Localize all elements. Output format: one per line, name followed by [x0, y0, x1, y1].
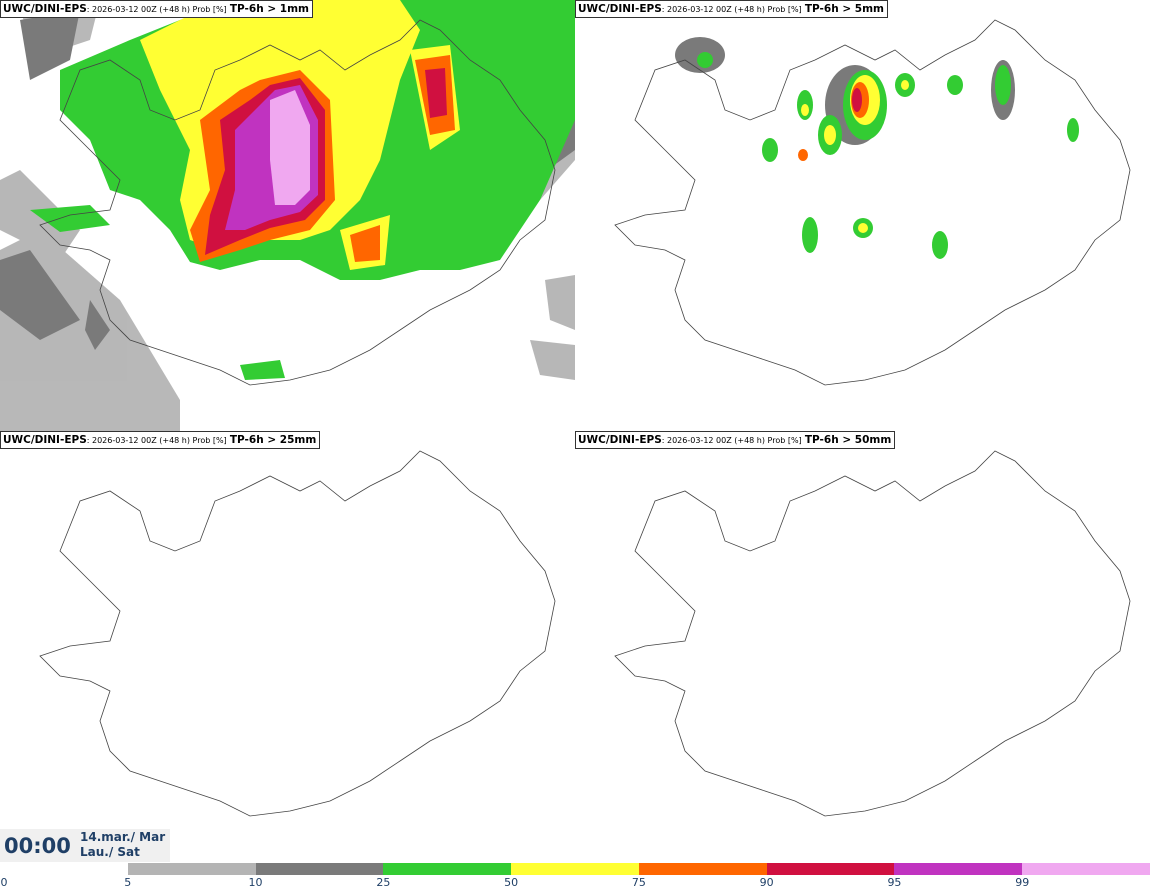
- map-panel-tp6h-1mm: UWC/DINI-EPS: 2026-03-12 00Z (+48 h) Pro…: [0, 0, 575, 431]
- colorbar-segment: [638, 863, 768, 875]
- probability-map-50mm: [614, 450, 1131, 817]
- map-panel-tp6h-50mm: UWC/DINI-EPS: 2026-03-12 00Z (+48 h) Pro…: [575, 431, 1150, 862]
- probability-colorbar: [0, 863, 1150, 875]
- colorbar-tick-label: 10: [248, 876, 263, 889]
- panel-title: UWC/DINI-EPS: 2026-03-12 00Z (+48 h) Pro…: [575, 0, 888, 18]
- map-panel-tp6h-5mm: UWC/DINI-EPS: 2026-03-12 00Z (+48 h) Pro…: [575, 0, 1150, 431]
- panel-title: UWC/DINI-EPS: 2026-03-12 00Z (+48 h) Pro…: [0, 0, 313, 18]
- colorbar-tick-label: 90: [759, 876, 774, 889]
- valid-date-line1: 14.mar./ Mar: [80, 830, 166, 844]
- valid-time-box: [0, 829, 170, 862]
- colorbar-segment: [383, 863, 513, 875]
- colorbar-segment: [255, 863, 385, 875]
- probability-map-5mm: [614, 19, 1131, 386]
- colorbar-segment: [127, 863, 257, 875]
- colorbar-segment: [511, 863, 640, 875]
- colorbar-segment: [0, 863, 129, 875]
- colorbar-segment: [894, 863, 1024, 875]
- probability-map-25mm: [39, 450, 556, 817]
- valid-date-line2: Lau./ Sat: [80, 845, 140, 859]
- colorbar-tick-label: 75: [631, 876, 646, 889]
- colorbar-tick-label: 25: [376, 876, 391, 889]
- probability-map-1mm: [0, 0, 575, 431]
- colorbar-segment: [1022, 863, 1150, 875]
- colorbar-tick-label: 99: [1015, 876, 1030, 889]
- colorbar-tick-label: 50: [504, 876, 519, 889]
- colorbar-segment: [766, 863, 896, 875]
- valid-time: 00:00: [4, 834, 71, 858]
- panel-title: UWC/DINI-EPS: 2026-03-12 00Z (+48 h) Pro…: [0, 431, 321, 449]
- colorbar-tick-label: 5: [124, 876, 132, 889]
- map-panel-tp6h-25mm: UWC/DINI-EPS: 2026-03-12 00Z (+48 h) Pro…: [0, 431, 575, 862]
- panel-title: UWC/DINI-EPS: 2026-03-12 00Z (+48 h) Pro…: [575, 431, 896, 449]
- colorbar-tick-label: 95: [887, 876, 902, 889]
- colorbar-tick-label: 0: [0, 876, 8, 889]
